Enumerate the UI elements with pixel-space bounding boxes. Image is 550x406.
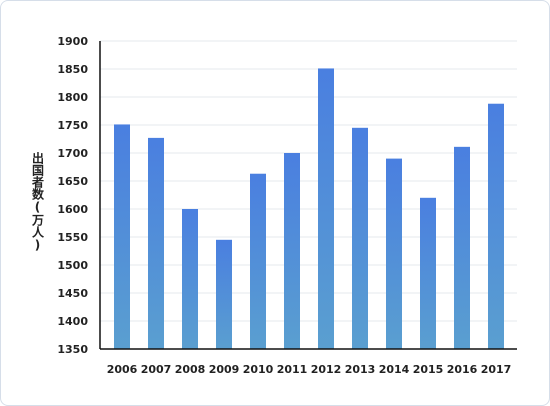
bar-2015 — [420, 197, 436, 349]
y-tick-label: 1400 — [57, 315, 88, 328]
bar-2008 — [182, 209, 198, 349]
y-tick-label: 1350 — [57, 343, 88, 356]
x-tick-label: 2010 — [243, 363, 274, 376]
x-tick-label: 2016 — [447, 363, 478, 376]
y-tick-label: 1800 — [57, 91, 88, 104]
x-tick-label: 2014 — [379, 363, 410, 376]
x-tick-label: 2017 — [481, 363, 512, 376]
y-tick-label: 1700 — [57, 147, 88, 160]
y-axis-label: 出国者数(万人) — [30, 152, 45, 252]
y-tick-label: 1550 — [57, 231, 88, 244]
y-tick-label: 1500 — [57, 259, 88, 272]
bar-2011 — [284, 153, 300, 349]
y-tick-label: 1850 — [57, 63, 88, 76]
y-tick-label: 1900 — [57, 35, 88, 48]
bar-2009 — [216, 239, 232, 349]
x-tick-label: 2012 — [311, 363, 342, 376]
bar-2012 — [318, 68, 334, 349]
y-tick-label: 1450 — [57, 287, 88, 300]
x-tick-label: 2013 — [345, 363, 376, 376]
bar-2010 — [250, 173, 266, 349]
x-tick-label: 2008 — [175, 363, 206, 376]
x-tick-label: 2006 — [107, 363, 138, 376]
y-tick-label: 1650 — [57, 175, 88, 188]
bar-2006 — [114, 124, 130, 349]
x-tick-label: 2009 — [209, 363, 240, 376]
y-tick-label: 1600 — [57, 203, 88, 216]
x-tick-label: 2007 — [141, 363, 172, 376]
x-tick-label: 2015 — [413, 363, 444, 376]
bar-2013 — [352, 127, 368, 349]
bar-2007 — [148, 137, 164, 349]
bar-2016 — [454, 146, 470, 349]
x-tick-label: 2011 — [277, 363, 308, 376]
bar-2014 — [386, 158, 402, 349]
bar-2017 — [488, 103, 504, 349]
y-tick-label: 1750 — [57, 119, 88, 132]
